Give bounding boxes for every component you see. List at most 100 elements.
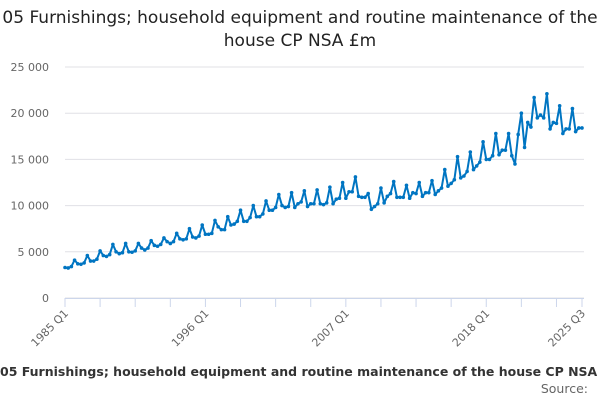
chart-caption: 05 Furnishings; household equipment and … bbox=[0, 364, 600, 379]
data-point bbox=[190, 235, 195, 239]
data-point bbox=[241, 219, 246, 224]
data-point bbox=[219, 227, 224, 232]
data-point bbox=[63, 265, 67, 270]
data-point bbox=[388, 191, 393, 196]
data-point bbox=[363, 195, 367, 200]
data-point bbox=[270, 208, 275, 213]
data-point bbox=[200, 223, 205, 227]
data-point bbox=[535, 116, 540, 120]
data-point bbox=[494, 131, 498, 136]
data-point bbox=[353, 175, 358, 179]
data-point bbox=[468, 150, 473, 154]
data-point bbox=[334, 197, 339, 201]
y-tick-label: 20 000 bbox=[11, 107, 50, 120]
data-point bbox=[458, 176, 463, 180]
data-point bbox=[375, 201, 380, 206]
data-point bbox=[104, 254, 109, 259]
data-point bbox=[79, 262, 83, 267]
data-point bbox=[286, 204, 291, 209]
data-point bbox=[318, 201, 323, 206]
data-point bbox=[561, 131, 565, 136]
data-point bbox=[513, 162, 517, 166]
data-point bbox=[500, 148, 505, 152]
data-point bbox=[548, 127, 552, 131]
data-point bbox=[111, 242, 115, 247]
source-label: Source: bbox=[540, 381, 588, 396]
data-point bbox=[564, 127, 568, 131]
data-point bbox=[289, 190, 294, 195]
x-tick-label: 1996 Q1 bbox=[169, 307, 212, 350]
data-point bbox=[130, 250, 134, 255]
data-point bbox=[344, 196, 348, 201]
data-point bbox=[436, 189, 441, 193]
data-point bbox=[538, 113, 543, 117]
data-point bbox=[251, 203, 256, 208]
data-point bbox=[139, 246, 144, 250]
data-point bbox=[484, 157, 489, 162]
data-point bbox=[417, 180, 422, 185]
data-point bbox=[321, 202, 326, 207]
data-point bbox=[261, 212, 265, 216]
data-point bbox=[580, 126, 584, 130]
data-point bbox=[541, 116, 546, 120]
data-point bbox=[283, 205, 288, 210]
data-point bbox=[506, 131, 511, 136]
data-point bbox=[446, 184, 450, 188]
data-point bbox=[331, 201, 335, 206]
data-point bbox=[340, 180, 345, 185]
series-line bbox=[64, 92, 582, 269]
data-point bbox=[168, 241, 173, 246]
data-point bbox=[248, 215, 252, 220]
data-point bbox=[184, 237, 189, 241]
y-tick-label: 0 bbox=[42, 292, 49, 305]
data-point bbox=[519, 111, 524, 115]
data-point bbox=[385, 194, 390, 199]
data-point bbox=[213, 218, 217, 223]
data-point bbox=[516, 132, 520, 137]
data-point bbox=[423, 190, 428, 195]
y-tick-label: 15 000 bbox=[11, 153, 50, 166]
y-tick-label: 5 000 bbox=[18, 246, 50, 259]
data-point bbox=[427, 190, 431, 195]
data-point bbox=[391, 179, 396, 184]
data-point bbox=[430, 178, 434, 183]
data-point bbox=[203, 232, 208, 237]
data-point bbox=[462, 174, 466, 178]
data-point bbox=[178, 237, 182, 241]
data-point bbox=[136, 241, 141, 246]
data-point bbox=[171, 239, 176, 244]
data-point bbox=[187, 226, 192, 231]
data-point bbox=[420, 194, 425, 199]
data-point bbox=[120, 250, 125, 255]
data-point bbox=[557, 104, 562, 108]
data-point bbox=[478, 160, 482, 164]
data-point bbox=[324, 201, 329, 205]
data-point bbox=[152, 243, 157, 248]
data-point bbox=[379, 186, 383, 190]
data-point bbox=[235, 219, 240, 224]
data-point bbox=[369, 207, 374, 212]
data-point bbox=[117, 251, 122, 256]
data-point bbox=[442, 167, 447, 172]
data-point bbox=[296, 201, 300, 206]
data-point bbox=[532, 95, 536, 100]
data-point bbox=[280, 203, 284, 208]
data-point bbox=[474, 164, 479, 168]
data-point bbox=[299, 200, 303, 204]
data-point bbox=[85, 253, 90, 258]
data-point bbox=[273, 205, 278, 210]
data-point bbox=[525, 120, 530, 125]
data-point bbox=[114, 250, 118, 254]
data-point bbox=[69, 264, 74, 269]
data-point bbox=[449, 181, 453, 186]
x-tick-label: 2018 Q1 bbox=[450, 307, 493, 350]
data-point bbox=[232, 222, 236, 226]
data-point bbox=[404, 183, 409, 188]
data-point bbox=[570, 106, 575, 111]
data-point bbox=[481, 140, 485, 144]
data-point bbox=[529, 125, 533, 129]
data-point bbox=[133, 249, 138, 253]
x-tick-label: 2025 Q3 bbox=[546, 307, 589, 350]
data-point bbox=[350, 189, 355, 194]
